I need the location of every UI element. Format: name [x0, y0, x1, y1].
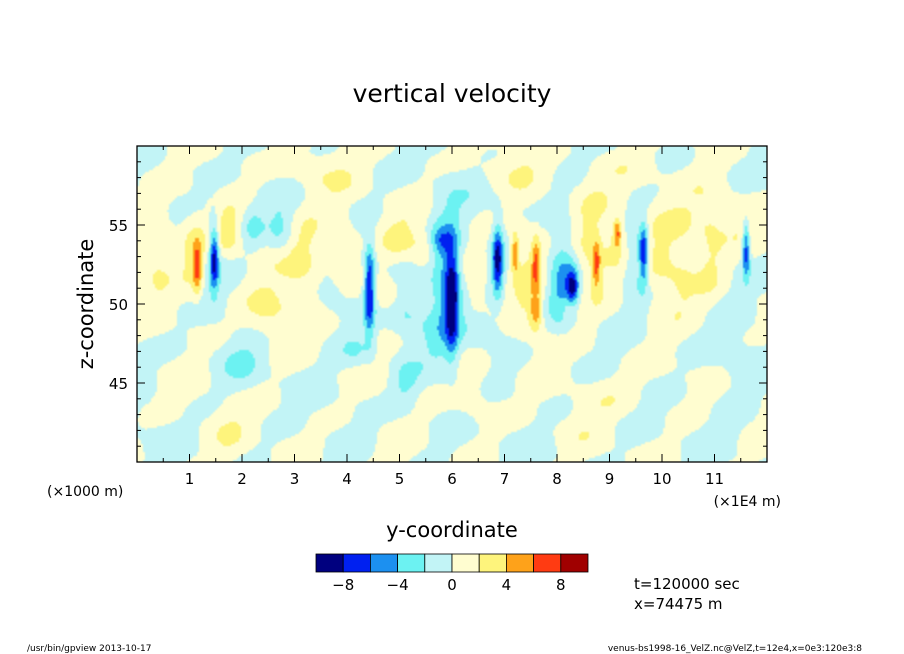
y-tick-labels: 45 50 55	[109, 217, 128, 393]
x-axis-unit-right: (×1E4 m)	[714, 494, 781, 510]
x-tick-label: 11	[705, 470, 724, 488]
x-tick-label: 1	[185, 470, 195, 488]
colorbar-swatch	[505, 553, 534, 573]
y-axis-label: z-coordinate	[74, 239, 98, 370]
footer-right: venus-bs1998-16_VelZ.nc@VelZ,t=12e4,x=0e…	[608, 644, 862, 654]
colorbar-swatch	[560, 553, 589, 573]
colorbar-tick-label: −4	[387, 576, 409, 594]
x-tick-label: 6	[447, 470, 457, 488]
y-tick-label: 45	[109, 375, 128, 393]
x-tick-label: 2	[237, 470, 247, 488]
colorbar-swatch	[424, 553, 453, 573]
colorbar-swatch	[397, 553, 426, 573]
colorbar-tick-label: −8	[332, 576, 354, 594]
time-label: t=120000 sec	[634, 575, 740, 593]
x-tick-label: 7	[500, 470, 510, 488]
x-position-label: x=74475 m	[634, 595, 723, 613]
colorbar-swatch	[478, 553, 507, 573]
x-tick-label: 4	[342, 470, 352, 488]
colorbar-tick-label: 8	[556, 576, 566, 594]
chart-title: vertical velocity	[353, 79, 552, 108]
axis-ticks	[136, 145, 768, 463]
x-tick-label: 3	[290, 470, 300, 488]
y-tick-label: 50	[109, 296, 128, 314]
colorbar-swatch	[369, 553, 398, 573]
footer-left: /usr/bin/gpview 2013-10-17	[27, 644, 151, 654]
y-tick-label: 55	[109, 217, 128, 235]
colorbar-tick-label: 4	[502, 576, 512, 594]
x-axis-unit-left: (×1000 m)	[47, 484, 123, 500]
colorbar-tick-labels: −8 −4 0 4 8	[332, 576, 565, 594]
x-tick-label: 5	[395, 470, 405, 488]
colorbar	[315, 553, 589, 573]
colorbar-swatch	[533, 553, 562, 573]
x-tick-labels: 1 2 3 4 5 6 7 8 9 10 11	[185, 470, 724, 488]
x-axis-label: y-coordinate	[386, 518, 518, 542]
x-tick-label: 8	[552, 470, 562, 488]
x-tick-label: 10	[652, 470, 671, 488]
x-tick-label: 9	[605, 470, 615, 488]
colorbar-swatch	[315, 553, 344, 573]
colorbar-tick-label: 0	[447, 576, 457, 594]
colorbar-swatch	[451, 553, 480, 573]
colorbar-swatch	[342, 553, 371, 573]
heatmap-field	[137, 146, 767, 462]
